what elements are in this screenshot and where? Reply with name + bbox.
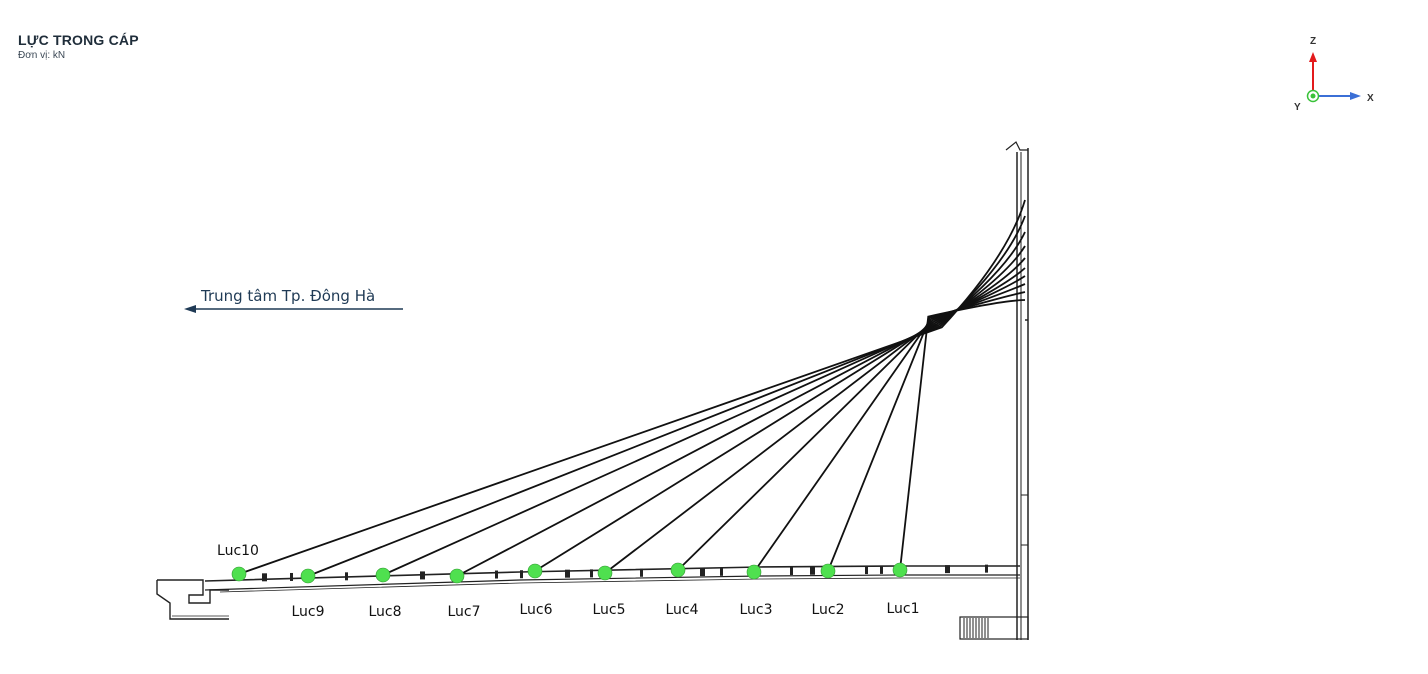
stay-cable-4 [677, 275, 1026, 571]
deck-crossbeam [790, 566, 793, 575]
direction-text: Trung tâm Tp. Đông Hà [200, 287, 375, 305]
cable-label-7: Luc7 [447, 604, 480, 620]
anchor-point-6 [527, 563, 543, 579]
foundation-hatch [963, 618, 989, 638]
axes-gizmo: Z X Y [1294, 36, 1374, 113]
deck-crossbeam [720, 567, 723, 576]
deck-crossbeam [810, 566, 815, 575]
deck-crossbeams [262, 564, 988, 582]
deck-crossbeam [345, 572, 348, 581]
z-axis-label: Z [1310, 36, 1316, 47]
stay-cables [238, 199, 1026, 577]
x-axis-arrowhead [1350, 92, 1361, 100]
stay-cable-3 [753, 283, 1026, 573]
deck-crossbeam [262, 573, 267, 582]
cable-label-10: Luc10 [217, 543, 259, 559]
stay-cable-1 [899, 299, 1026, 571]
stay-cable-5 [604, 267, 1026, 574]
deck-crossbeam [495, 570, 498, 579]
anchor-point-2 [820, 563, 836, 579]
direction-arrowhead [184, 305, 196, 313]
deck-crossbeam [985, 564, 988, 573]
deck-crossbeam [865, 566, 868, 575]
y-axis-dot [1310, 93, 1316, 99]
diagram-title: LỰC TRONG CÁP [18, 32, 139, 48]
abutment-body-outline [156, 580, 229, 620]
stay-cable-8 [382, 231, 1026, 576]
deck-top-edge [204, 565, 1020, 582]
anchor-point-8 [375, 567, 391, 583]
anchor-point-10 [231, 566, 247, 582]
cable-label-3: Luc3 [739, 602, 772, 618]
cable-label-5: Luc5 [592, 602, 625, 618]
stay-cable-2 [827, 291, 1026, 572]
cable-label-6: Luc6 [519, 602, 552, 618]
deck-crossbeam [880, 565, 883, 574]
left-abutment [156, 579, 229, 620]
cable-anchor-points [231, 562, 908, 584]
unit-label: Đơn vị: kN [18, 50, 66, 61]
anchor-point-9 [300, 568, 316, 584]
cable-label-4: Luc4 [665, 602, 698, 618]
anchor-point-7 [449, 568, 465, 584]
deck-crossbeam [945, 565, 950, 574]
anchor-point-4 [670, 562, 686, 578]
deck-crossbeam [290, 572, 293, 581]
deck-crossbeam [420, 571, 425, 580]
deck-soffit-line [219, 577, 1020, 593]
header: LỰC TRONG CÁP Đơn vị: kN [18, 32, 139, 61]
anchor-point-1 [892, 562, 908, 578]
cable-label-2: Luc2 [811, 602, 844, 618]
cable-label-8: Luc8 [368, 604, 401, 620]
pylon [1005, 141, 1029, 640]
deck-crossbeam [520, 570, 523, 579]
pylon-top-cap [1005, 141, 1028, 151]
pier-foundation [959, 616, 1029, 640]
anchor-point-3 [746, 564, 762, 580]
stay-cable-9 [307, 215, 1026, 577]
y-axis-label: Y [1294, 102, 1301, 113]
cable-label-9: Luc9 [291, 604, 324, 620]
deck-crossbeam [565, 569, 570, 578]
cable-labels: Luc1 Luc2 Luc3 Luc4 Luc5 Luc6 Luc7 Luc8 Luc9 Luc1… [217, 543, 919, 620]
direction-indicator: Trung tâm Tp. Đông Hà [184, 287, 403, 313]
deck-crossbeam [700, 568, 705, 577]
deck-crossbeam [640, 568, 643, 577]
z-axis-arrowhead [1309, 52, 1317, 62]
stay-cable-10 [238, 199, 1026, 575]
abutment-top-outline [157, 579, 229, 604]
cable-label-1: Luc1 [886, 601, 919, 617]
x-axis-label: X [1367, 93, 1374, 104]
deck-crossbeam [590, 569, 593, 578]
anchor-point-5 [597, 565, 613, 581]
foundation-outline [959, 616, 1029, 640]
stay-cable-7 [456, 245, 1026, 577]
stay-cable-6 [534, 257, 1026, 572]
